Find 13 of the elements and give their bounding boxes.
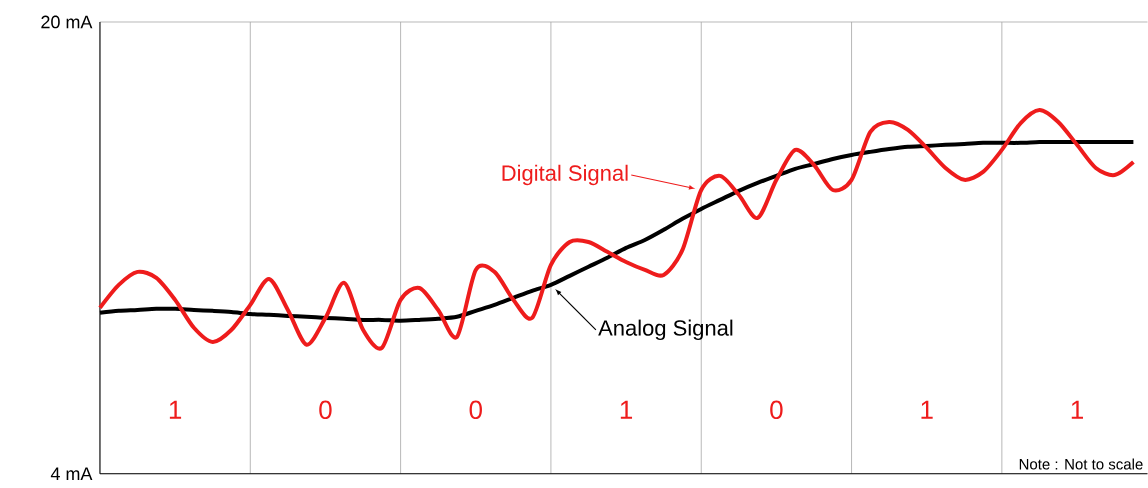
- annotation: 1: [921, 400, 933, 419]
- y-tick-label: 4 mA: [50, 467, 93, 481]
- legend-label: Digital Signal: [502, 164, 628, 186]
- annotation: 1: [169, 400, 182, 419]
- line-series: [97, 108, 1136, 350]
- annotation: 1: [620, 400, 633, 419]
- text: Analog Signal: [598, 319, 733, 341]
- annotation: 0: [770, 400, 783, 420]
- y-tick-label: 20 mA: [41, 15, 93, 29]
- annotation: 0: [319, 400, 332, 420]
- annotation: 0: [469, 400, 482, 420]
- annotation: 1: [1071, 400, 1083, 419]
- annotation: Note : Not to scale: [1019, 458, 1143, 470]
